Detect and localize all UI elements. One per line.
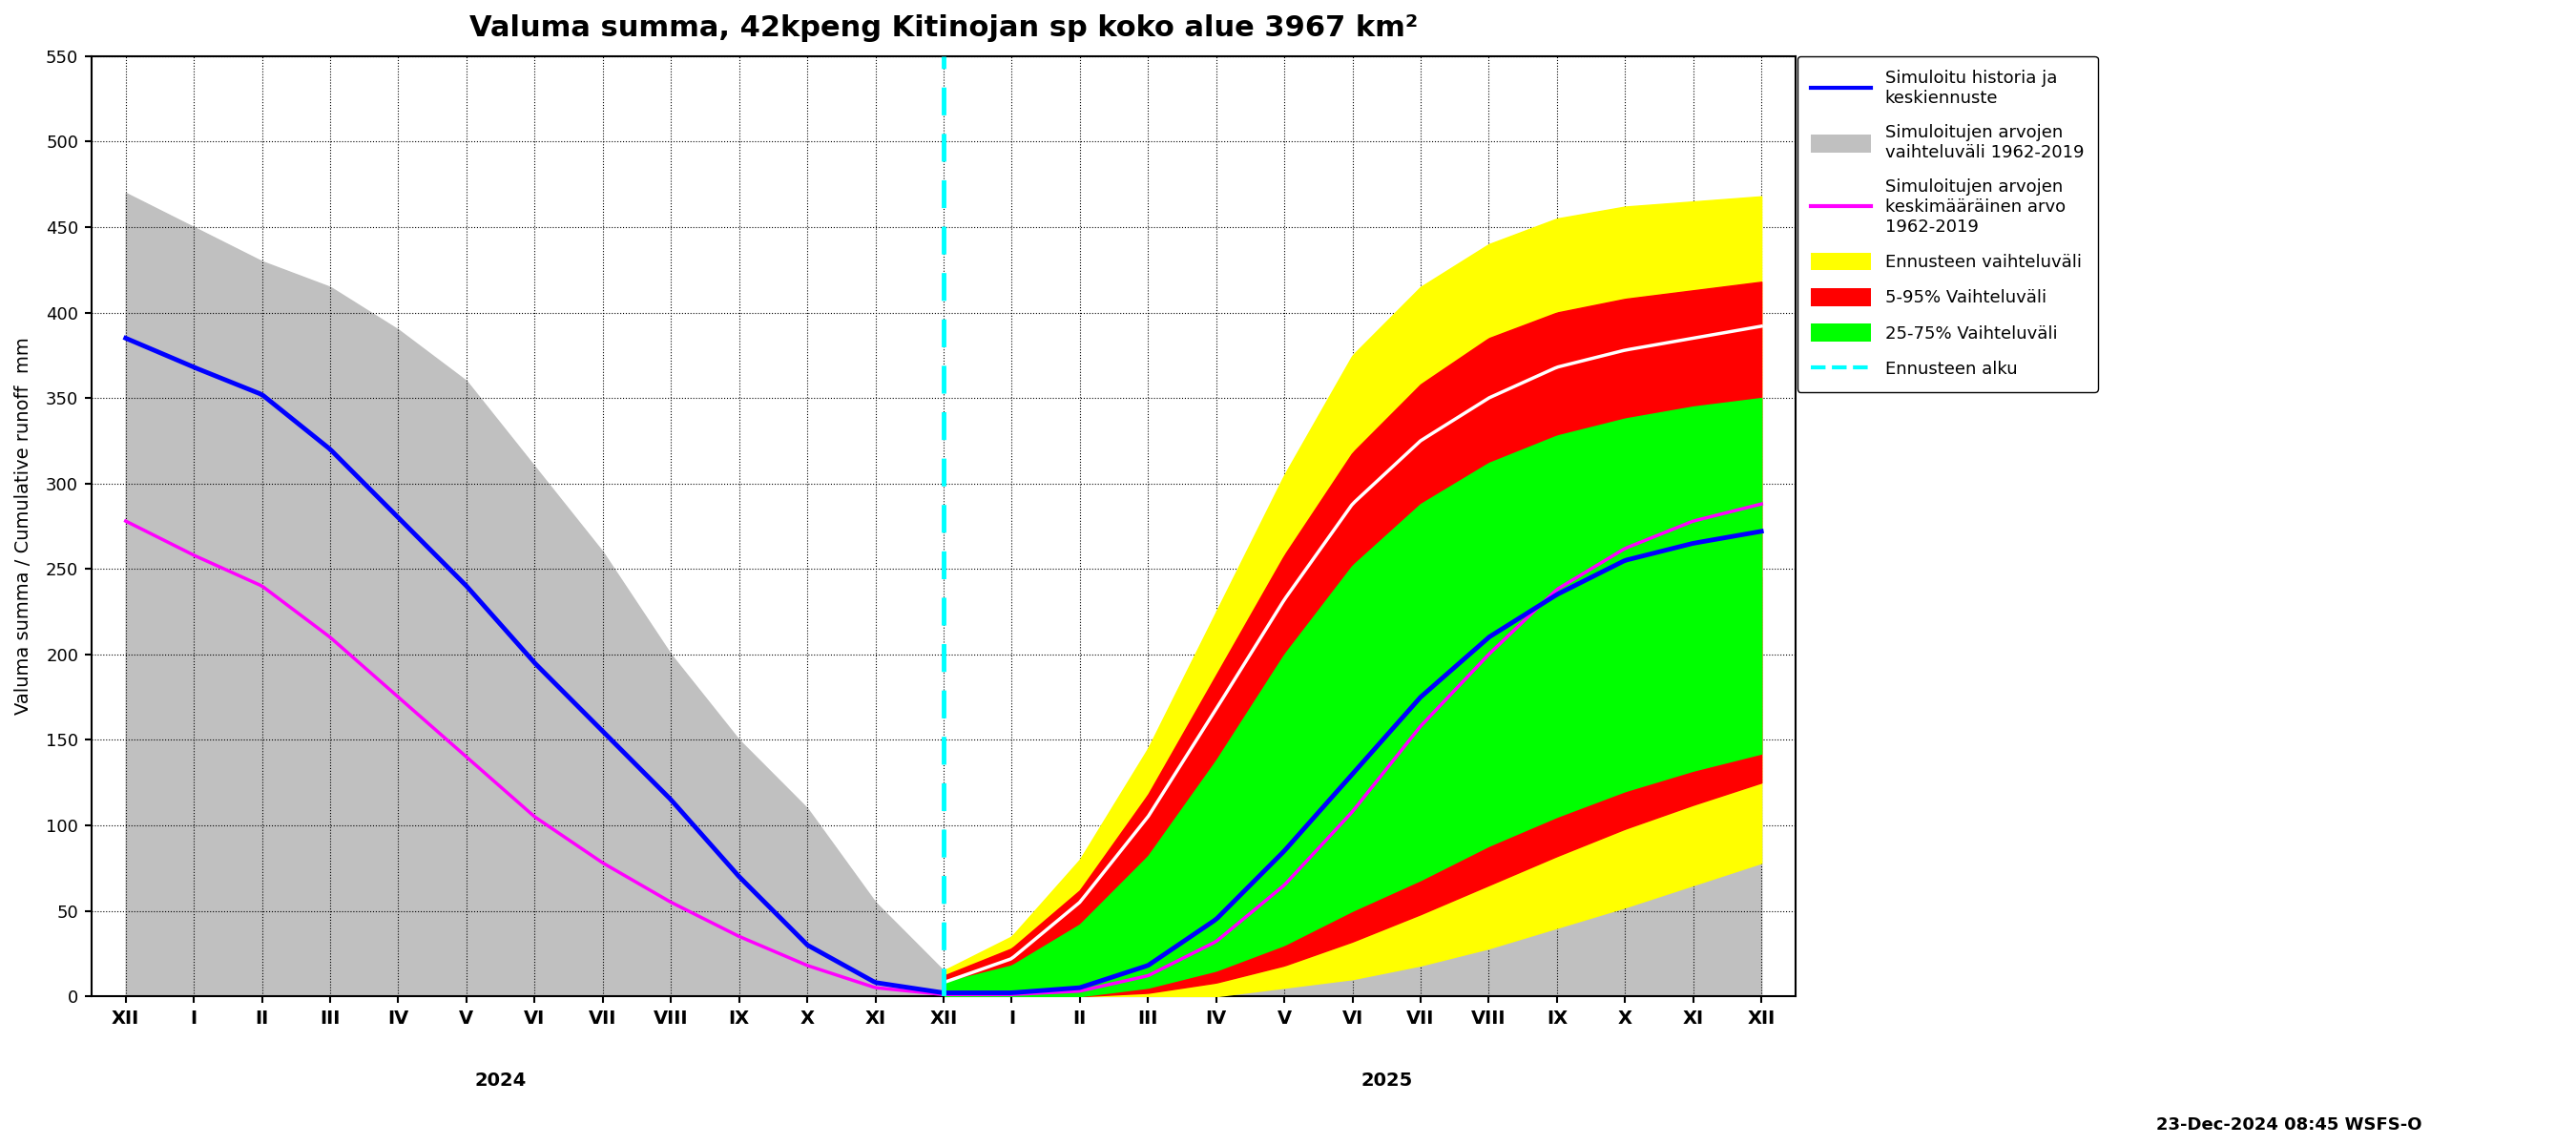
Legend: Simuloitu historia ja
keskiennuste, Simuloitujen arvojen
vaihteluväli 1962-2019,: Simuloitu historia ja keskiennuste, Simu… [1798, 56, 2097, 392]
Y-axis label: Valuma summa / Cumulative runoff  mm: Valuma summa / Cumulative runoff mm [15, 338, 33, 714]
Text: 2025: 2025 [1360, 1072, 1412, 1090]
Text: 2024: 2024 [474, 1072, 526, 1090]
Title: Valuma summa, 42kpeng Kitinojan sp koko alue 3967 km²: Valuma summa, 42kpeng Kitinojan sp koko … [469, 14, 1417, 42]
Text: 23-Dec-2024 08:45 WSFS-O: 23-Dec-2024 08:45 WSFS-O [2156, 1116, 2421, 1134]
